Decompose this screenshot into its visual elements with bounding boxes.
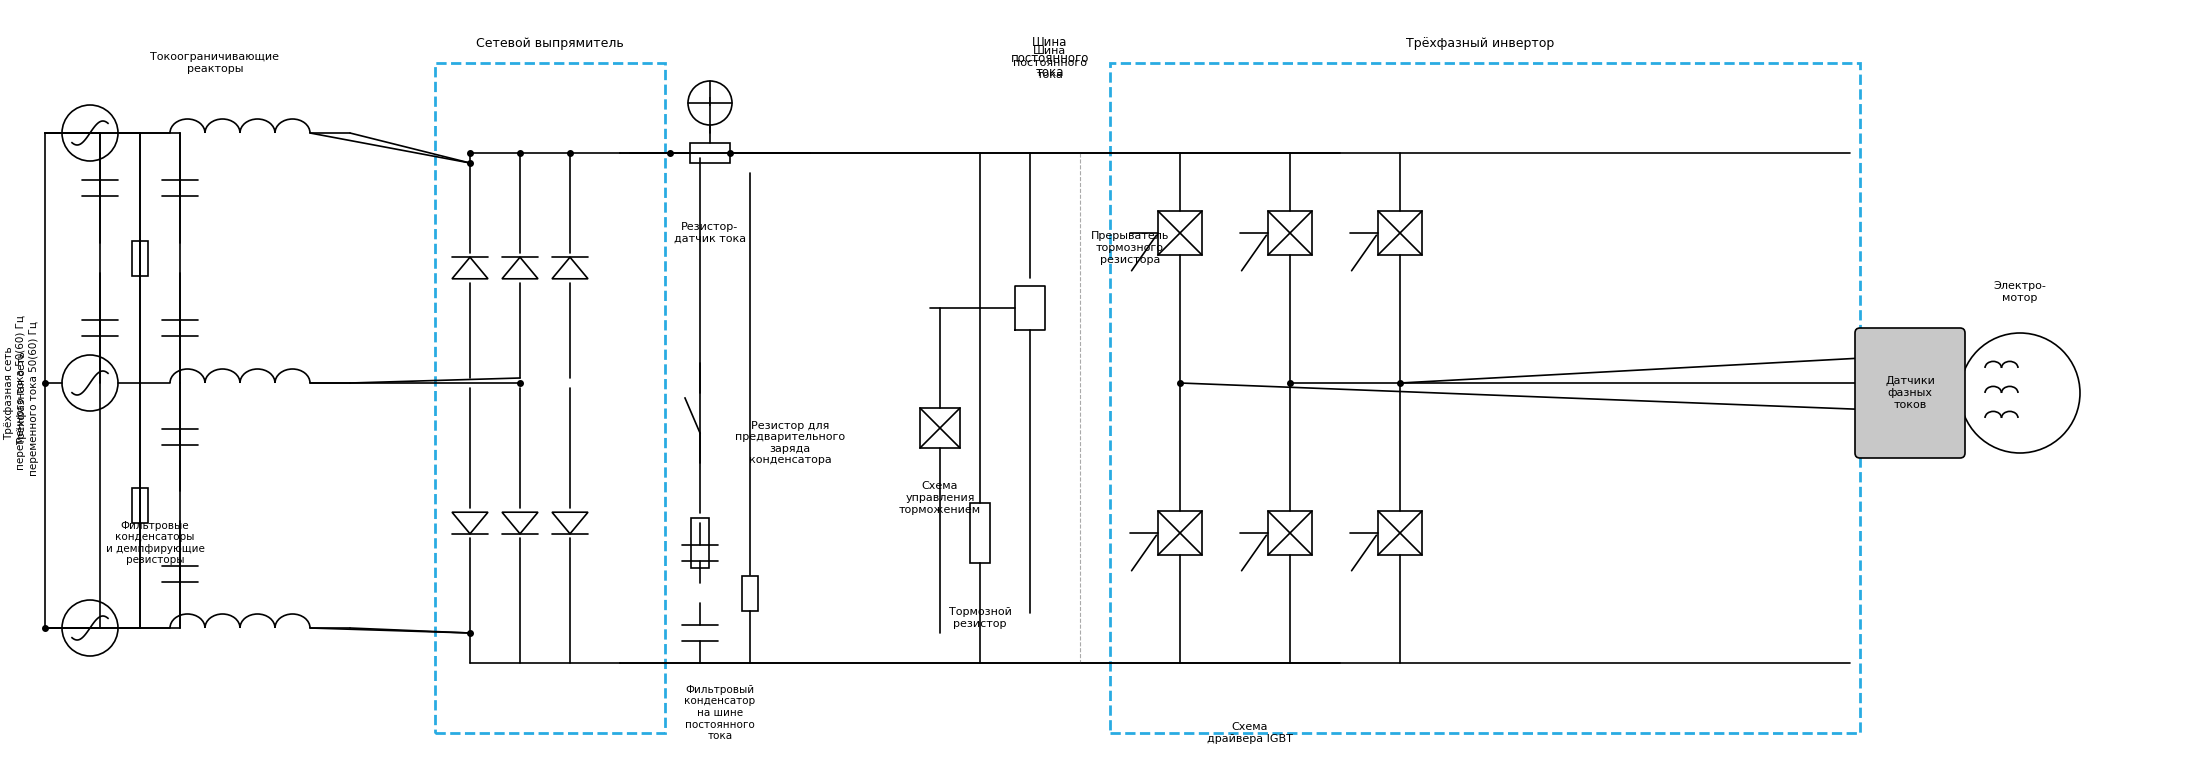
- Bar: [1157, 511, 1201, 555]
- Bar: [1267, 511, 1311, 555]
- Text: Прерыватель
тормозного
резистора: Прерыватель тормозного резистора: [1091, 232, 1168, 265]
- Bar: [434, 63, 666, 733]
- Bar: [132, 240, 148, 276]
- Text: Сетевой выпрямитель: Сетевой выпрямитель: [476, 37, 624, 49]
- Text: Датчики
фазных
токов: Датчики фазных токов: [1884, 377, 1935, 410]
- Text: Шина
постоянного
тока: Шина постоянного тока: [1014, 46, 1087, 80]
- Bar: [1378, 211, 1422, 255]
- Bar: [970, 503, 990, 563]
- Bar: [743, 576, 758, 611]
- Bar: [1157, 211, 1201, 255]
- Bar: [690, 143, 730, 163]
- Text: Схема
управления
торможением: Схема управления торможением: [899, 482, 981, 514]
- Bar: [1267, 211, 1311, 255]
- FancyBboxPatch shape: [1856, 328, 1966, 458]
- Bar: [1111, 63, 1860, 733]
- Bar: [692, 518, 710, 568]
- Text: Резистор-
датчик тока: Резистор- датчик тока: [674, 222, 747, 244]
- Bar: [919, 408, 961, 448]
- Text: Фильтровый
конденсатор
на шине
постоянного
тока: Фильтровый конденсатор на шине постоянно…: [685, 685, 756, 742]
- Text: Трёхфазная сеть
переменного тока 50(60) Гц: Трёхфазная сеть переменного тока 50(60) …: [4, 316, 26, 471]
- Text: Трёхфазная сеть
переменного тока 50(60) Гц: Трёхфазная сеть переменного тока 50(60) …: [18, 320, 40, 475]
- Bar: [1378, 511, 1422, 555]
- Text: Трёхфазный инвертор: Трёхфазный инвертор: [1406, 37, 1554, 49]
- Text: Фильтровые
конденсаторы
и демпфирующие
резисторы: Фильтровые конденсаторы и демпфирующие р…: [106, 521, 205, 565]
- Text: Резистор для
предварительного
заряда
конденсатора: Резистор для предварительного заряда кон…: [734, 420, 844, 465]
- Text: Шина
постоянного
тока: Шина постоянного тока: [1012, 37, 1089, 80]
- Text: Схема
драйвера IGBT: Схема драйвера IGBT: [1208, 722, 1294, 744]
- Bar: [132, 488, 148, 523]
- Text: Токоограничивающие
реакторы: Токоограничивающие реакторы: [150, 52, 280, 74]
- Text: Электро-
мотор: Электро- мотор: [1995, 281, 2048, 303]
- Text: Тормозной
резистор: Тормозной резистор: [948, 607, 1012, 629]
- Text: I: I: [707, 96, 712, 110]
